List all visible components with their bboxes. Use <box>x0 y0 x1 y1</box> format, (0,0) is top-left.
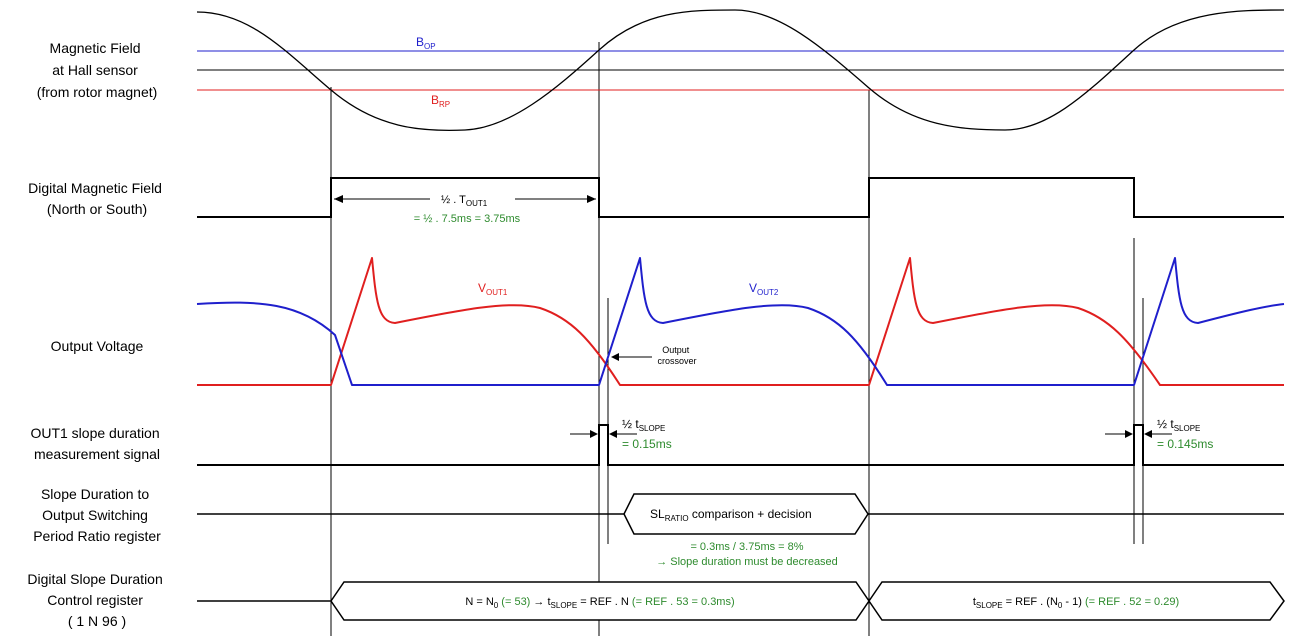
tslope1-label: ½ tSLOPE <box>622 417 665 433</box>
control-register-box-2 <box>868 581 1285 621</box>
crossover-label: Output crossover <box>657 345 696 366</box>
brp-label: BRP <box>431 93 450 109</box>
tslope2-arrows <box>1105 430 1172 438</box>
slope-measurement-wave <box>197 424 1284 466</box>
crossover-arrow <box>611 353 652 361</box>
sl-ratio-label: SLRATIO comparison + decision <box>650 507 812 523</box>
ratio-value: = 0.3ms / 3.75ms = 8% <box>690 541 803 553</box>
ratio-decision: → Slope duration must be decreased <box>656 556 838 568</box>
vout2-waveform <box>196 257 1285 386</box>
half-period-arrow <box>334 195 596 203</box>
vout1-waveform <box>197 257 1284 386</box>
vout2-label: VOUT2 <box>749 281 779 297</box>
magnetic-field-wave <box>196 9 1285 132</box>
slope-measurement-label: OUT1 slope duration measurement signal <box>30 425 163 462</box>
tslope1-arrows <box>570 430 637 438</box>
bop-label: BOP <box>416 35 436 51</box>
control-register-value-1: N = N0 (= 53) → tSLOPE = REF . N (= REF … <box>465 596 734 610</box>
vout1-label: VOUT1 <box>478 281 508 297</box>
half-period-label: ½ . TOUT1 <box>441 194 488 208</box>
digital-field-label: Digital Magnetic Field (North or South) <box>28 180 166 217</box>
tslope2-value: = 0.145ms <box>1157 437 1213 451</box>
digital-field-wave <box>197 177 1284 218</box>
magnetic-field-label: Magnetic Field at Hall sensor (from roto… <box>37 40 158 100</box>
tslope2-label: ½ tSLOPE <box>1157 417 1200 433</box>
tslope1-value: = 0.15ms <box>622 437 672 451</box>
output-voltage-label: Output Voltage <box>51 338 144 354</box>
control-register-value-2: tSLOPE = REF . (N0 - 1) (= REF . 52 = 0.… <box>973 596 1179 610</box>
ratio-register-label: Slope Duration to Output Switching Perio… <box>33 486 161 544</box>
half-period-value: = ½ . 7.5ms = 3.75ms <box>414 213 521 225</box>
control-register-label: Digital Slope Duration Control register … <box>27 571 166 629</box>
